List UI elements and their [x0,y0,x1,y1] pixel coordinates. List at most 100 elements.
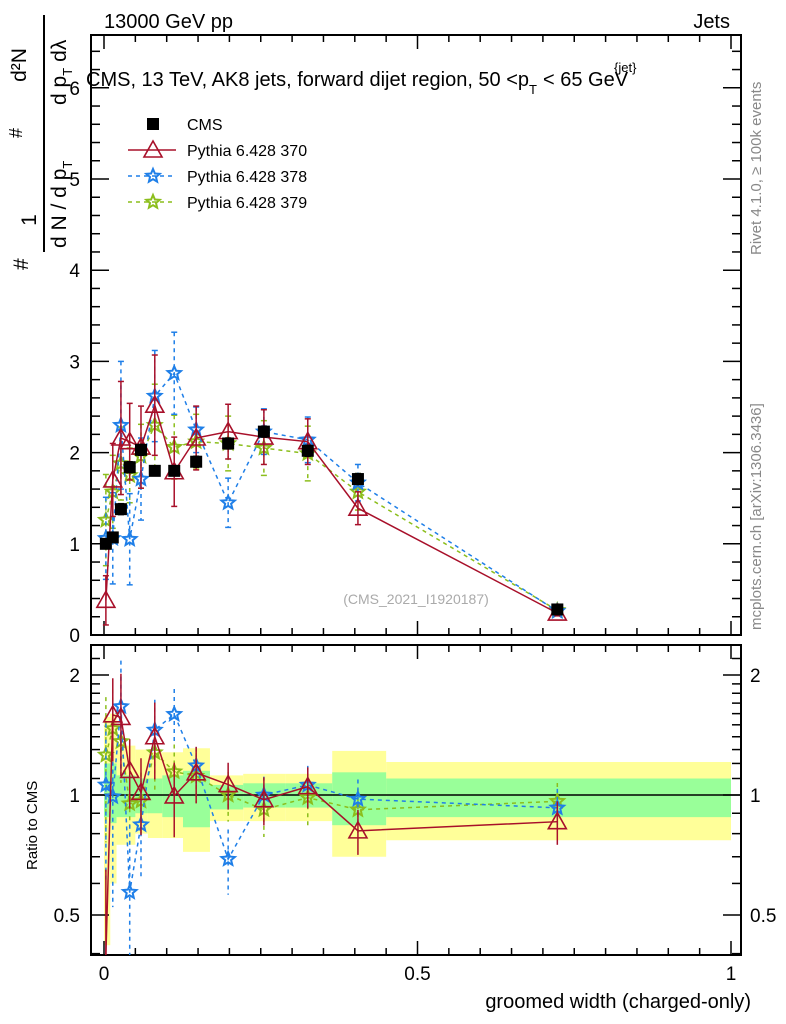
y-tick-label: 0 [69,626,80,647]
y-tick-label: 2 [69,444,80,465]
legend-label-379: Pythia 6.428 379 [187,195,307,212]
watermark: (CMS_2021_I1920187) [343,591,489,607]
title-sub: T [529,82,537,97]
triangle-marker [110,706,132,726]
square-marker [257,425,270,438]
frames [90,34,742,956]
star-marker [120,529,139,547]
square-marker [551,603,564,616]
main-frame [90,34,742,636]
triangle-marker [297,776,319,795]
svg-text:d N / d pT: d N / d pT [48,161,75,248]
ratio-y-tick-label-right: 1 [750,786,761,807]
title-sup: {jet} [614,60,637,75]
triangle-marker [95,589,117,609]
x-axis-label: groomed width (charged-only) [485,991,751,1013]
triangle-marker [185,427,207,446]
y-axis-label: # 1 d N / d pT # d²N d pTdλ [6,15,75,270]
square-marker [301,444,314,457]
triangle-marker [546,811,568,830]
tick-labels: 0 0.5 1 0 1 2 3 4 5 6 0.5 0.5 1 1 2 2 [54,79,777,985]
x-tick-label: 0.5 [404,964,430,985]
triangle-marker [142,139,164,158]
legend-label-370: Pythia 6.428 370 [187,143,307,160]
stat-uncertainty-band [332,772,387,826]
data-marks [95,331,568,956]
y-tick-label: 6 [69,79,80,100]
square-marker [190,455,203,468]
svg-text:CMS, 13 TeV, AK8 jets, forward: CMS, 13 TeV, AK8 jets, forward dijet reg… [86,69,629,97]
star-marker [143,166,163,184]
triangle-marker [217,773,239,793]
triangle-marker [347,497,369,517]
star-marker [165,704,184,722]
triangle-marker [102,469,124,488]
star-marker [143,192,163,210]
square-marker [134,443,147,456]
stat-uncertainty-band [116,775,126,818]
x-tick-label: 0 [99,964,110,985]
triangle-marker [119,431,141,450]
header-right: Jets [693,11,730,33]
triangle-marker [144,726,166,745]
series-cms [99,425,564,616]
rivet-label: Rivet 4.1.0, ≥ 100k events [748,82,765,255]
ratio-y-tick-label-right: 2 [750,666,761,687]
legend: CMS Pythia 6.428 370 Pythia 6.428 378 Py… [128,117,307,212]
svg-text:d²N: d²N [8,48,31,82]
triangle-marker [185,762,207,781]
legend-label-cms: CMS [187,117,223,134]
star-marker [218,849,238,867]
square-marker [123,461,136,474]
square-marker [114,503,127,516]
triangle-marker [253,789,275,808]
y-tick-label: 5 [69,170,80,191]
ratio-y-tick-label: 0.5 [54,906,80,927]
ratio-y-tick-label-right: 0.5 [750,906,776,927]
star-marker [165,363,184,381]
star-marker [120,882,139,900]
plot-title: CMS, 13 TeV, AK8 jets, forward dijet reg… [86,60,637,97]
square-marker [168,464,181,477]
svg-text:1: 1 [18,214,41,226]
y-tick-label: 4 [69,261,80,282]
triangle-marker [119,759,141,779]
square-marker [148,464,161,477]
total-uncertainty-band [104,716,111,946]
square-marker [106,531,119,544]
svg-text:#: # [6,128,26,138]
stat-uncertainty-band [147,778,163,814]
y-tick-label: 3 [69,352,80,373]
svg-text:d pTdλ: d pTdλ [48,39,75,105]
y-tick-label: 1 [69,535,80,556]
ratio-frame [90,644,742,956]
stat-uncertainty-band [104,763,111,818]
series-pythia-6-428-378 [96,331,567,955]
star-marker [218,493,238,511]
ratio-y-label: Ratio to CMS [24,781,41,870]
ratio-y-tick-label: 2 [69,666,80,687]
triangle-marker [144,394,166,413]
svg-text:#: # [10,258,33,270]
square-marker [351,473,364,486]
title-end: < 65 GeV [543,69,629,91]
triangle-marker [110,427,132,446]
star-marker [103,786,122,805]
mcplots-label: mcplots.cern.ch [arXiv:1306.3436] [748,403,765,630]
triangle-marker [163,785,185,804]
legend-label-378: Pythia 6.428 378 [187,169,307,186]
square-marker [222,437,235,450]
ratio-y-tick-label: 1 [69,786,80,807]
title-main: CMS, 13 TeV, AK8 jets, forward dijet reg… [86,69,529,91]
header-left: 13000 GeV pp [104,11,233,33]
star-marker [348,789,368,807]
stat-uncertainty-band [125,775,136,818]
triangle-marker [130,781,152,801]
axis-ticks [91,35,741,955]
triangle-marker [347,820,369,839]
stat-uncertainty-band [162,775,184,818]
x-tick-label: 1 [726,964,737,985]
square-marker [147,118,159,130]
